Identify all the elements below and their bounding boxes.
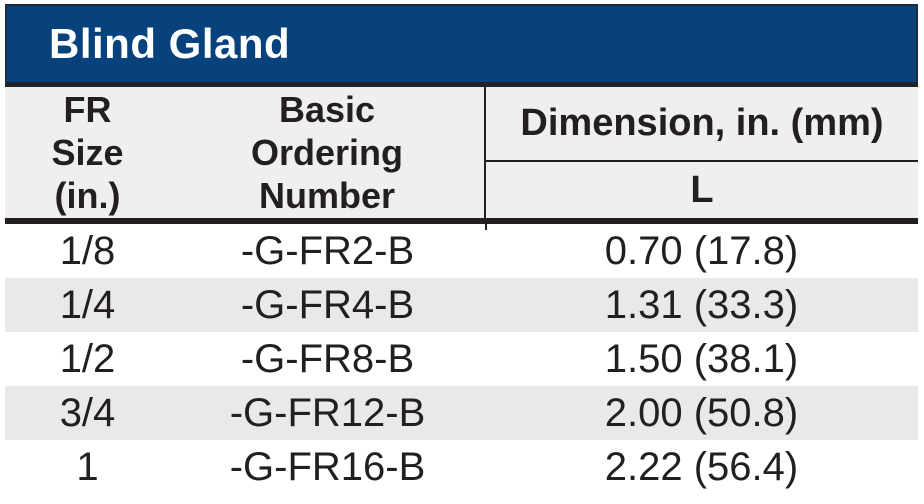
ordering-number-cell: -G-FR12-B xyxy=(170,386,485,440)
fr-size-cell: 1/2 xyxy=(59,336,116,381)
ordering-number-cell: -G-FR2-B xyxy=(240,228,415,273)
ordering-number-cell: -G-FR4-B xyxy=(170,278,485,332)
fr-size-cell: 1/4 xyxy=(5,278,170,332)
header-row-top: FR Size (in.) Basic Ordering Number Dime… xyxy=(5,87,918,221)
table-row: 1/2 -G-FR8-B 1.50 (38.1) xyxy=(5,332,918,386)
fr-size-cell: 1/8 xyxy=(59,228,116,273)
dimension-l-cell: 1.31 (33.3) xyxy=(485,278,918,332)
dimension-l-cell: 2.00 (50.8) xyxy=(485,386,918,440)
fr-size-cell: 1 xyxy=(76,444,99,489)
column-header-dimension-group: Dimension, in. (mm) xyxy=(484,87,918,163)
dimension-l-cell: 2.22 (56.4) xyxy=(604,444,799,489)
blind-gland-table-section: Blind Gland FR Size (in.) Basic Ordering… xyxy=(5,4,918,494)
table-row: 1/8 -G-FR2-B 0.70 (17.8) xyxy=(5,221,918,278)
ordering-number-cell: -G-FR8-B xyxy=(240,336,415,381)
table-header: FR Size (in.) Basic Ordering Number Dime… xyxy=(5,87,918,221)
ordering-number-cell: -G-FR16-B xyxy=(229,444,426,489)
table-row: 3/4 -G-FR12-B 2.00 (50.8) xyxy=(5,386,918,440)
blind-gland-table: FR Size (in.) Basic Ordering Number Dime… xyxy=(5,87,918,494)
title-bottom-rule xyxy=(5,82,918,87)
header-row-sub: L xyxy=(5,161,918,221)
dimension-l-cell: 1.50 (38.1) xyxy=(604,336,799,381)
column-header-basic-ordering-number: Basic Ordering Number xyxy=(170,87,485,221)
column-header-fr-size: FR Size (in.) xyxy=(5,87,170,221)
table-body: 1/8 -G-FR2-B 0.70 (17.8) 1/4 -G-FR4-B 1.31 (3… xyxy=(5,221,918,494)
table-title-bar: Blind Gland xyxy=(5,4,918,82)
column-header-dimension-l: L xyxy=(484,161,918,221)
header-divider-stub xyxy=(485,218,487,230)
dimension-l-cell: 0.70 (17.8) xyxy=(604,228,799,273)
table-row: 1 -G-FR16-B 2.22 (56.4) xyxy=(5,440,918,494)
table-row: 1/4 -G-FR4-B 1.31 (33.3) xyxy=(5,278,918,332)
fr-size-cell: 3/4 xyxy=(5,386,170,440)
table-title: Blind Gland xyxy=(49,20,291,67)
